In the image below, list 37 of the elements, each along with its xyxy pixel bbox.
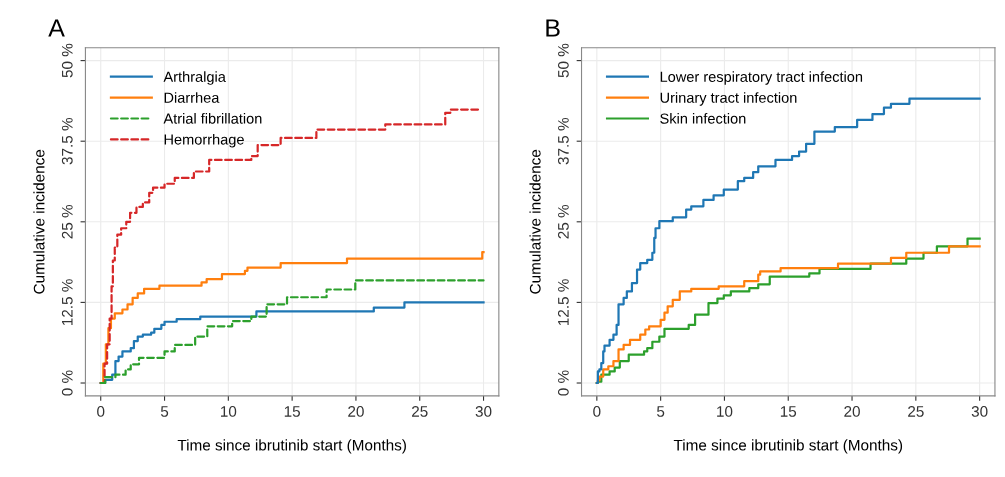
x-tick-label: 5 (160, 406, 169, 417)
y-tick-label: 37.5 % (557, 117, 569, 165)
x-tick-label: 5 (657, 406, 665, 417)
x-tick-label: 30 (971, 406, 988, 417)
legend-label: Diarrhea (164, 92, 220, 103)
y-axis-title: Cumulative incidence (33, 149, 45, 294)
x-tick-label: 20 (844, 406, 860, 417)
legend-label: Urinary tract infection (660, 92, 797, 106)
x-tick-label: 0 (593, 406, 601, 417)
chart-title: A (48, 19, 65, 37)
x-axis-title: Time since ibrutinib start (Months) (673, 439, 903, 454)
x-tick-label: 0 (97, 406, 105, 417)
legend-label: Lower respiratory tract infection (660, 71, 863, 85)
y-tick-label: 25 % (61, 204, 73, 239)
chart-title: B (546, 19, 560, 37)
x-tick-label: 30 (475, 406, 492, 417)
x-axis-title: Time since ibrutinib start (Months) (177, 439, 406, 454)
x-tick-label: 15 (780, 406, 797, 417)
x-tick-label: 10 (221, 406, 237, 417)
y-tick-label: 12.5 % (61, 279, 73, 326)
x-tick-label: 25 (908, 406, 924, 417)
x-tick-label: 25 (412, 406, 428, 417)
x-tick-label: 10 (717, 406, 733, 417)
y-tick-label: 12.5 % (557, 279, 569, 326)
y-tick-label: 25 % (557, 204, 569, 239)
y-tick-label: 0 % (61, 370, 73, 396)
y-tick-label: 50 % (557, 43, 569, 78)
y-axis-title: Cumulative incidence (529, 149, 541, 294)
legend-label: Hemorrhage (164, 133, 244, 148)
legend-label: Skin infection (660, 113, 746, 124)
y-tick-label: 0 % (557, 370, 569, 396)
y-tick-label: 50 % (61, 43, 73, 78)
x-tick-label: 20 (348, 406, 364, 417)
y-tick-label: 37.5 % (61, 117, 73, 165)
x-tick-label: 15 (284, 406, 300, 417)
legend-label: Arthralgia (163, 71, 226, 85)
legend-label: Atrial fibrillation (163, 113, 262, 124)
